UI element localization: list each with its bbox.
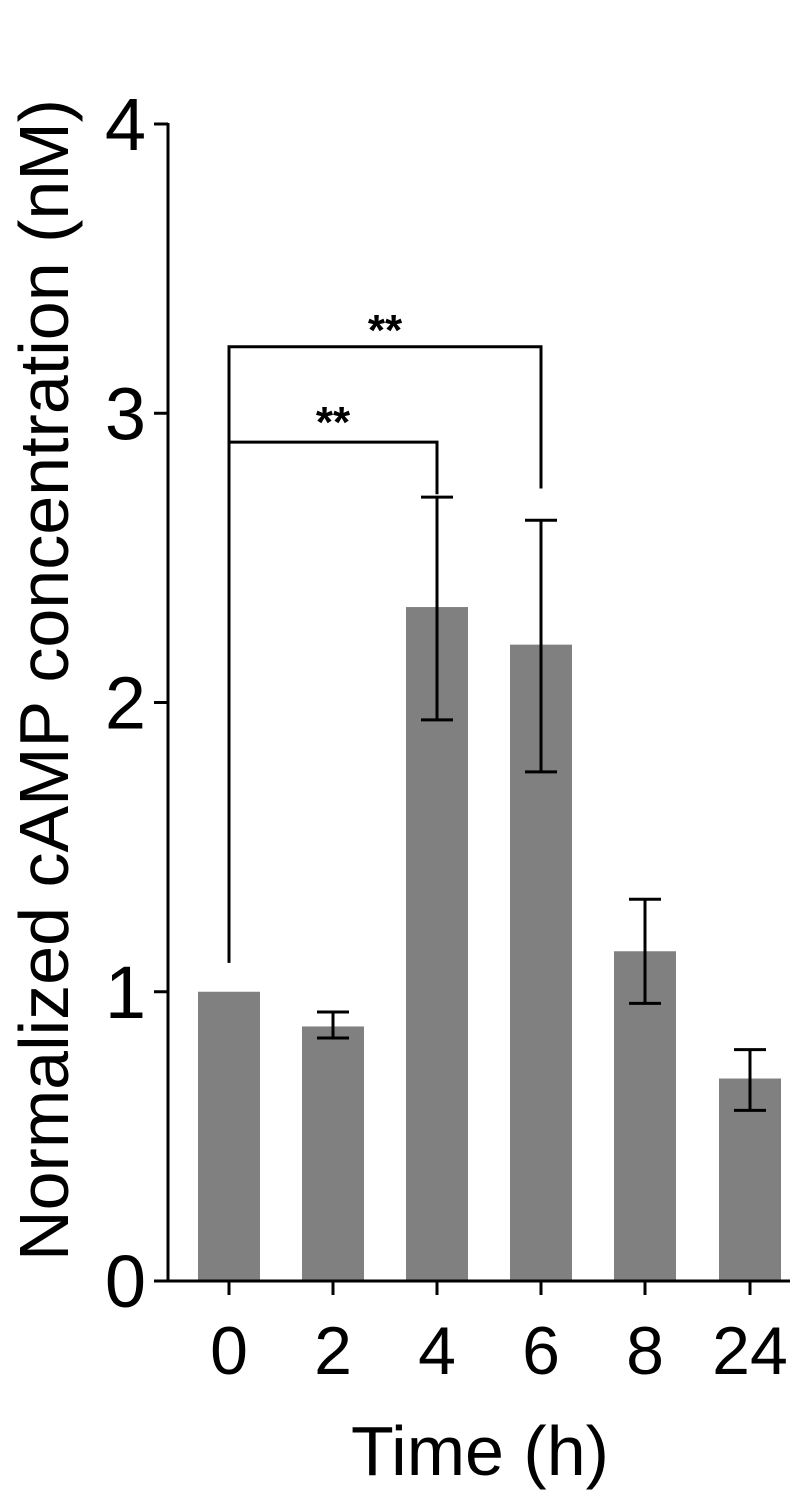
significance-label-0-4: ** xyxy=(316,398,351,447)
x-tick-label-24: 24 xyxy=(712,1313,788,1389)
y-tick-label-1: 1 xyxy=(105,951,146,1034)
y-tick-label-4: 4 xyxy=(105,83,146,166)
x-tick-label-6: 6 xyxy=(522,1313,560,1389)
x-tick-label-8: 8 xyxy=(626,1313,664,1389)
bar-2 xyxy=(302,1026,364,1281)
y-tick-label-2: 2 xyxy=(105,662,146,745)
significance-group: ** ** xyxy=(227,306,543,963)
bars-group xyxy=(198,607,781,1281)
axes-group xyxy=(166,123,790,1283)
x-tick-label-0: 0 xyxy=(210,1313,248,1389)
y-tick-label-3: 3 xyxy=(105,372,146,455)
y-tick-label-0: 0 xyxy=(105,1240,146,1323)
bar-24 xyxy=(719,1078,781,1281)
error-bars-group xyxy=(317,495,766,1112)
significance-bracket-0-6 xyxy=(227,345,543,963)
x-tick-label-2: 2 xyxy=(314,1313,352,1389)
x-ticks-group: 0 2 4 6 8 24 xyxy=(210,1281,788,1389)
x-tick-label-4: 4 xyxy=(418,1313,456,1389)
y-ticks-group: 0 1 2 3 4 xyxy=(105,83,168,1323)
x-axis-label: Time (h) xyxy=(351,1412,609,1490)
significance-label-0-6: ** xyxy=(368,306,403,355)
y-axis-label: Normalized cAMP concentration (nM) xyxy=(5,99,83,1261)
bar-0 xyxy=(198,991,260,1281)
bar-8 xyxy=(614,951,676,1281)
